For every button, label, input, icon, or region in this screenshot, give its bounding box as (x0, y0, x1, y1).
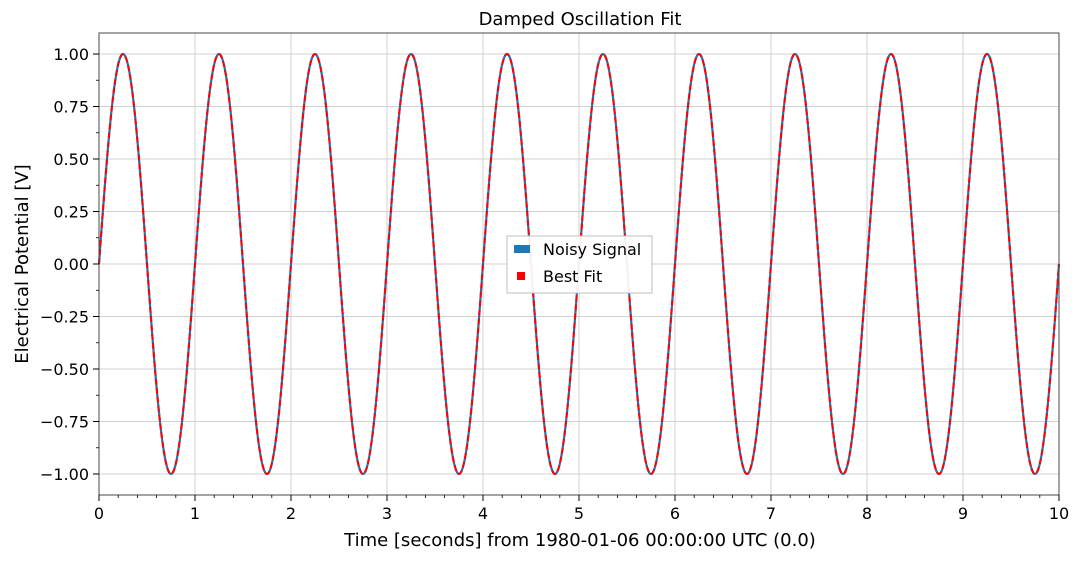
y-tick-label-0: −1.00 (40, 465, 89, 484)
x-axis-label: Time [seconds] from 1980-01-06 00:00:00 … (343, 530, 816, 551)
x-tick-label-1: 1 (190, 504, 200, 523)
y-tick-label-2: −0.50 (40, 360, 89, 379)
legend-label-noisy-signal: Noisy Signal (543, 240, 641, 259)
legend-label-best-fit: Best Fit (543, 267, 602, 286)
y-tick-label-6: 0.50 (53, 150, 89, 169)
x-tick-label-3: 3 (382, 504, 392, 523)
y-axis-label: Electrical Potential [V] (12, 164, 33, 363)
x-tick-label-2: 2 (286, 504, 296, 523)
legend-box (506, 235, 653, 294)
x-tick-label-8: 8 (862, 504, 872, 523)
x-tick-label-5: 5 (574, 504, 584, 523)
x-tick-label-0: 0 (94, 504, 104, 523)
y-tick-label-4: 0.00 (53, 255, 89, 274)
x-tick-label-4: 4 (478, 504, 488, 523)
x-tick-label-6: 6 (670, 504, 680, 523)
chart-title: Damped Oscillation Fit (479, 9, 682, 30)
x-tick-label-7: 7 (766, 504, 776, 523)
legend: Noisy Signal Best Fit (506, 235, 653, 294)
legend-swatch-best-fit (517, 272, 525, 280)
x-tick-label-9: 9 (958, 504, 968, 523)
y-tick-label-8: 1.00 (53, 45, 89, 64)
axes-layer: 0 1 2 3 4 5 6 7 8 9 10 −1.00 −0.75 −0.50 −0.25 0.00 0.25… (40, 32, 1069, 523)
x-tick-label-10: 10 (1049, 504, 1069, 523)
legend-swatch-noisy-signal (514, 245, 530, 253)
y-tick-label-5: 0.25 (53, 203, 89, 222)
y-tick-label-1: −0.75 (40, 413, 89, 432)
y-tick-label-3: −0.25 (40, 308, 89, 327)
y-tick-label-7: 0.75 (53, 98, 89, 117)
